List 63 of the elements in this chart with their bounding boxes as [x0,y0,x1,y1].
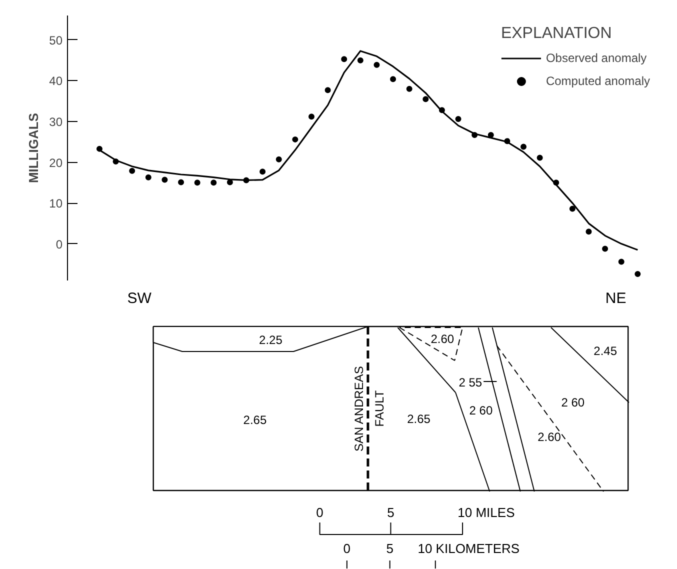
text: 2.65 [243,413,267,427]
point [292,136,298,142]
point [276,156,282,162]
point [260,168,266,175]
point [210,180,217,186]
y-tick-label: 40 [49,74,63,88]
point [488,132,494,138]
y-tick-label: 20 [49,156,63,170]
text: 5 [387,505,394,520]
point [96,146,102,152]
legend-title: EXPLANATION [500,25,613,43]
point [586,228,592,235]
y-tick-label: 10 [49,196,63,211]
point [438,107,445,114]
point [357,57,364,64]
text: SW [127,290,152,307]
point [178,179,184,186]
point [390,76,396,82]
text: 0 [316,505,324,520]
text: 2 55 [458,376,482,390]
point [618,258,624,265]
y-tick-label: 50 [49,33,63,48]
text: 2.60 [430,332,454,346]
y-axis-title: MILLIGALS [26,112,42,184]
point [324,87,331,94]
text: 2 60 [469,404,493,418]
point [406,86,412,92]
point [472,132,478,138]
text: SAN ANDREAS [352,366,366,452]
legend-label: Computed anomaly [546,74,650,88]
point [520,144,527,150]
point [194,180,200,186]
legend-label: Observed anomaly [546,51,647,65]
text: 0 [343,541,351,556]
text: 2.45 [594,344,618,358]
point [226,179,233,186]
point [341,56,348,62]
text: 2.65 [407,412,431,426]
point [374,62,380,68]
point [602,246,608,252]
text: 2 60 [561,396,585,410]
text: 5 [386,541,394,556]
point [553,180,560,186]
point [422,96,429,102]
text: FAULT [372,390,386,427]
point [243,177,250,184]
point [308,114,314,120]
point [455,116,462,122]
y-tick-label: 0 [56,237,63,252]
text: NE [605,290,626,307]
point [162,176,168,183]
point [569,206,576,212]
text: 2.60 [538,430,562,444]
y-tick-label: 30 [49,115,63,129]
point [129,168,136,174]
text: 10 KILOMETERS [418,541,520,556]
point [504,138,510,144]
point [536,154,543,161]
point [634,270,641,277]
text: 2.25 [259,333,283,347]
text: 10 MILES [458,505,516,520]
point [112,158,119,164]
point [145,174,152,180]
